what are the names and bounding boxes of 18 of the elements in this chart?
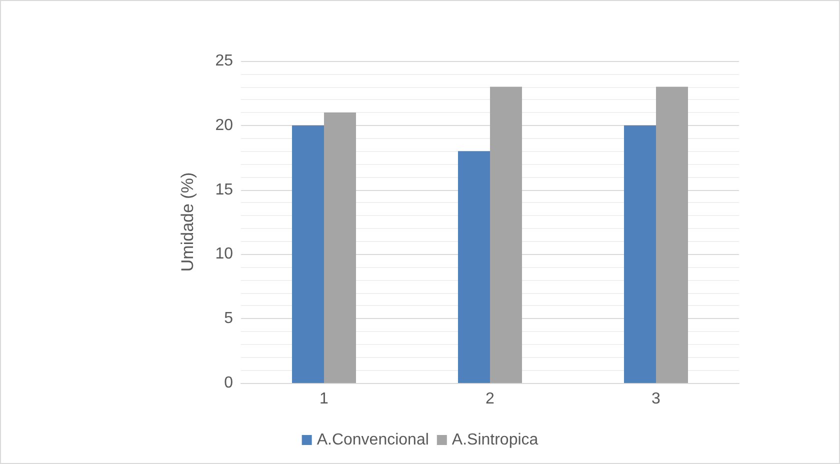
y-tick-label: 25	[215, 52, 234, 70]
bar	[656, 86, 688, 383]
bar	[624, 125, 656, 383]
bar	[324, 112, 356, 383]
y-tick-label: 5	[224, 310, 234, 328]
y-tick-label: 15	[215, 181, 234, 198]
x-tick-label: 1	[320, 390, 329, 408]
y-tick-label: 20	[215, 116, 234, 134]
bar	[490, 86, 522, 383]
y-tick-label: 0	[224, 374, 234, 392]
x-tick-label: 2	[486, 390, 495, 408]
y-axis-title: Umidade (%)	[178, 172, 197, 272]
bar	[458, 151, 490, 383]
bar	[292, 125, 324, 383]
legend-label: A.Sintropica	[452, 432, 538, 448]
legend-label: A.Convencional	[316, 432, 429, 448]
y-tick-label: 10	[215, 246, 234, 263]
x-tick-label: 3	[652, 390, 661, 408]
